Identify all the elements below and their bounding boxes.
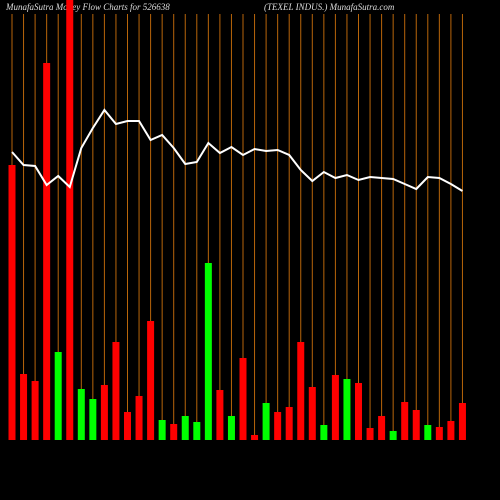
bar: [216, 390, 224, 440]
bar: [8, 165, 16, 440]
bar: [77, 389, 85, 440]
bar: [389, 431, 397, 440]
bar: [355, 383, 362, 440]
bar: [343, 379, 351, 440]
bar: [54, 352, 62, 440]
bar: [447, 421, 455, 440]
bar: [458, 403, 466, 440]
bar: [89, 399, 97, 440]
bar: [331, 375, 339, 440]
bar: [100, 385, 108, 440]
bar: [181, 416, 189, 440]
bar: [412, 410, 420, 440]
bar: [239, 358, 247, 440]
bar: [227, 416, 235, 440]
bar: [378, 416, 386, 440]
bar: [424, 425, 432, 440]
bar: [308, 387, 316, 440]
bar: [31, 381, 39, 440]
chart-subtitle: (TEXEL INDUS.) MunafaSutra.com: [264, 2, 395, 12]
bar: [435, 427, 443, 440]
bar: [193, 422, 201, 440]
bar: [43, 63, 51, 440]
bar: [204, 263, 212, 440]
bar: [251, 435, 259, 440]
bar: [147, 321, 155, 440]
bar: [20, 374, 28, 440]
bar: [297, 342, 305, 440]
price-line: [11, 108, 463, 192]
bar: [366, 428, 374, 440]
bar: [124, 412, 131, 440]
bar: [274, 412, 282, 440]
bar: [401, 402, 409, 440]
chart-title: MunafaSutra Money Flow Charts for 526638: [5, 2, 170, 12]
bar: [170, 424, 178, 440]
bar: [262, 403, 270, 440]
bar: [135, 396, 143, 440]
bar: [320, 425, 328, 440]
bar: [112, 342, 120, 440]
bar: [66, 0, 74, 440]
bar: [285, 407, 293, 440]
bar: [158, 420, 166, 440]
